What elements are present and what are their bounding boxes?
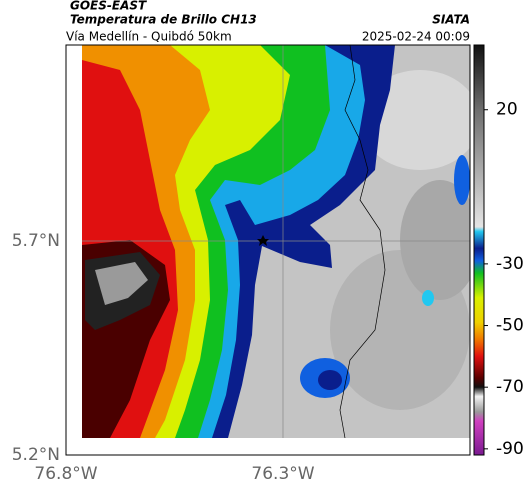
title: Temperatura de Brillo CH13 <box>70 13 257 27</box>
lat-label: 5.2°N <box>12 445 60 465</box>
lon-label: 76.3°W <box>251 464 314 484</box>
colorbar-bar <box>473 44 485 456</box>
timestamp: 2025-02-24 00:09 <box>362 30 470 44</box>
colorbar-tick-label: -90 <box>496 439 524 459</box>
source: GOES-EAST <box>70 0 147 13</box>
colorbar-tick-label: -70 <box>496 377 524 397</box>
lat-label: 5.7°N <box>12 231 60 251</box>
map-frame <box>65 44 471 456</box>
subtitle: Vía Medellín - Quibdó 50km <box>66 30 232 44</box>
colorbar-tick-label: -30 <box>496 254 524 274</box>
lon-label: 76.8°W <box>34 464 97 484</box>
colorbar-tick-label: 20 <box>496 100 518 120</box>
satellite-image <box>82 45 470 438</box>
colorbar-tick-label: -50 <box>496 316 524 336</box>
brand: SIATA <box>432 13 470 27</box>
colorbar: 20 -30 -50 -70 -90 <box>473 44 524 459</box>
